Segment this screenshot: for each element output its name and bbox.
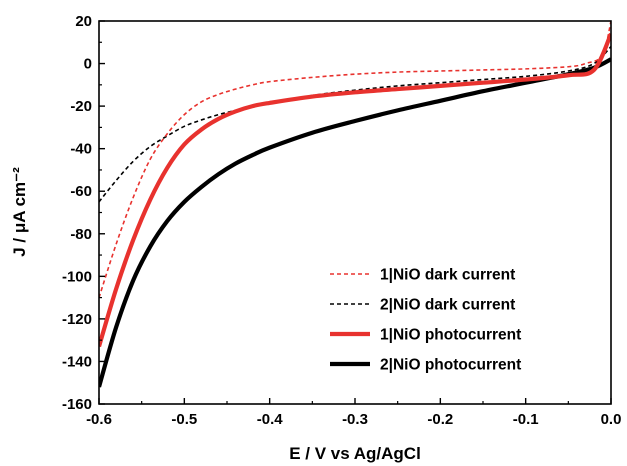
x-tick-label: -0.3 — [342, 411, 368, 428]
x-tick-label: 0.0 — [601, 411, 622, 428]
legend-label: 2|NiO dark current — [380, 297, 515, 314]
x-axis-title: E / V vs Ag/AgCl — [289, 444, 421, 463]
x-tick-label: -0.5 — [171, 411, 197, 428]
series-line-1 — [99, 21, 611, 298]
y-tick-label: -120 — [62, 311, 92, 328]
y-tick-label: 0 — [84, 56, 92, 73]
y-tick-label: 20 — [75, 13, 92, 30]
plot-frame — [98, 20, 612, 405]
legend: 1|NiO dark current 2|NiO dark current 1|Ni… — [330, 267, 521, 374]
y-axis-title: J / μA cm⁻² — [10, 167, 29, 257]
y-tick-label: -20 — [70, 98, 92, 115]
x-tick-label: -0.6 — [86, 411, 112, 428]
series-line-3 — [99, 32, 611, 348]
y-tick-label: -60 — [70, 183, 92, 200]
series-layer — [99, 21, 611, 388]
series-line-4 — [99, 57, 611, 388]
legend-label: 1|NiO dark current — [380, 267, 515, 284]
y-tick-label: -80 — [70, 226, 92, 243]
y-tick-label: -140 — [62, 353, 92, 370]
y-tick-label: -40 — [70, 141, 92, 158]
y-tick-label: -100 — [62, 268, 92, 285]
x-tick-label: -0.1 — [513, 411, 539, 428]
x-tick-label: -0.2 — [427, 411, 453, 428]
series-line-2 — [99, 45, 611, 203]
y-tick-label: -160 — [62, 396, 92, 413]
x-tick-label: -0.4 — [257, 411, 284, 428]
legend-label: 2|NiO photocurrent — [380, 357, 521, 374]
legend-label: 1|NiO photocurrent — [380, 327, 521, 344]
